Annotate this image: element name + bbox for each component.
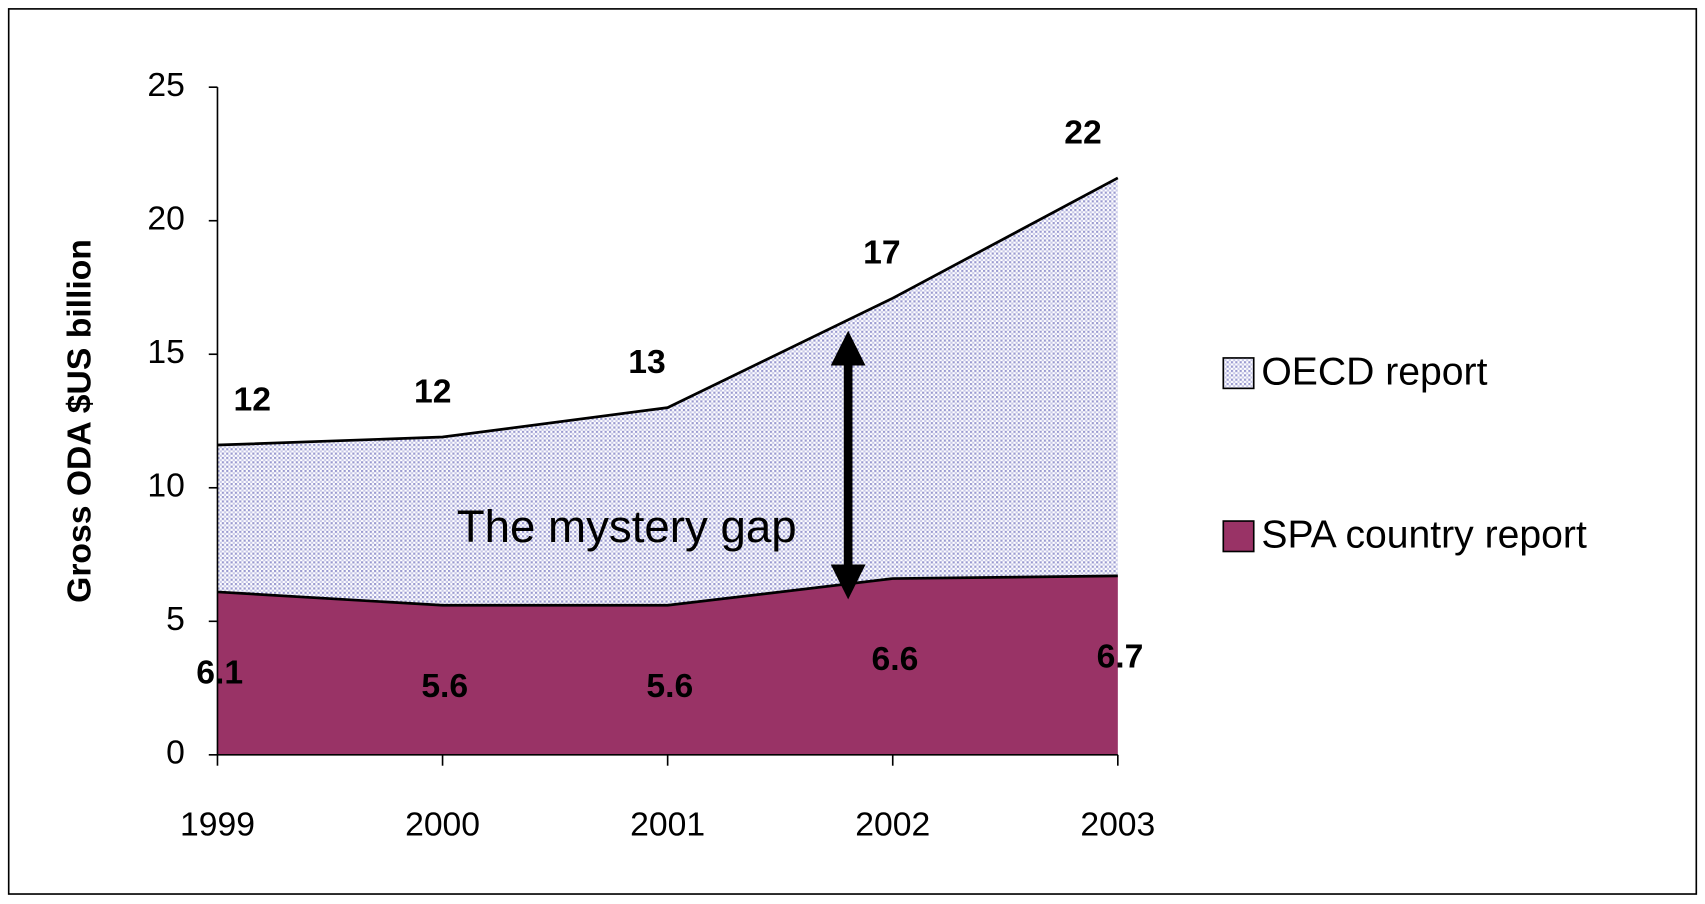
data-label: 6.6 (871, 640, 918, 678)
y-tick-label: 10 (147, 467, 184, 505)
y-tick-label: 25 (147, 66, 184, 104)
y-tick-label: 0 (166, 734, 185, 772)
area-line (217, 176, 1119, 447)
legend-label: OECD report (1261, 351, 1487, 394)
legend-swatch (1222, 520, 1255, 553)
y-tick-label: 15 (147, 333, 184, 371)
data-label: 6.7 (1097, 637, 1144, 675)
area (217, 575, 1118, 755)
area-line (217, 574, 1118, 607)
data-label: 12 (414, 372, 451, 410)
x-tick-label: 2002 (855, 806, 930, 844)
data-label: 12 (234, 380, 271, 418)
data-label: 22 (1064, 113, 1101, 151)
legend-label: SPA country report (1261, 514, 1587, 557)
x-tick-label: 2003 (1080, 806, 1155, 844)
annotation: The mystery gap (457, 501, 797, 552)
data-label: 17 (863, 234, 900, 272)
y-tick-label: 5 (166, 600, 185, 638)
data-label: 13 (628, 343, 665, 381)
x-tick-label: 2000 (405, 806, 480, 844)
x-tick-label: 1999 (180, 806, 255, 844)
x-tick-label: 2001 (630, 806, 705, 844)
data-label: 5.6 (646, 667, 693, 705)
y-tick-label: 20 (147, 200, 184, 238)
legend-swatch (1222, 357, 1255, 390)
data-label: 5.6 (421, 667, 468, 705)
y-axis-label: Gross ODA $US billion (60, 239, 98, 603)
data-label: 6.1 (196, 653, 243, 691)
